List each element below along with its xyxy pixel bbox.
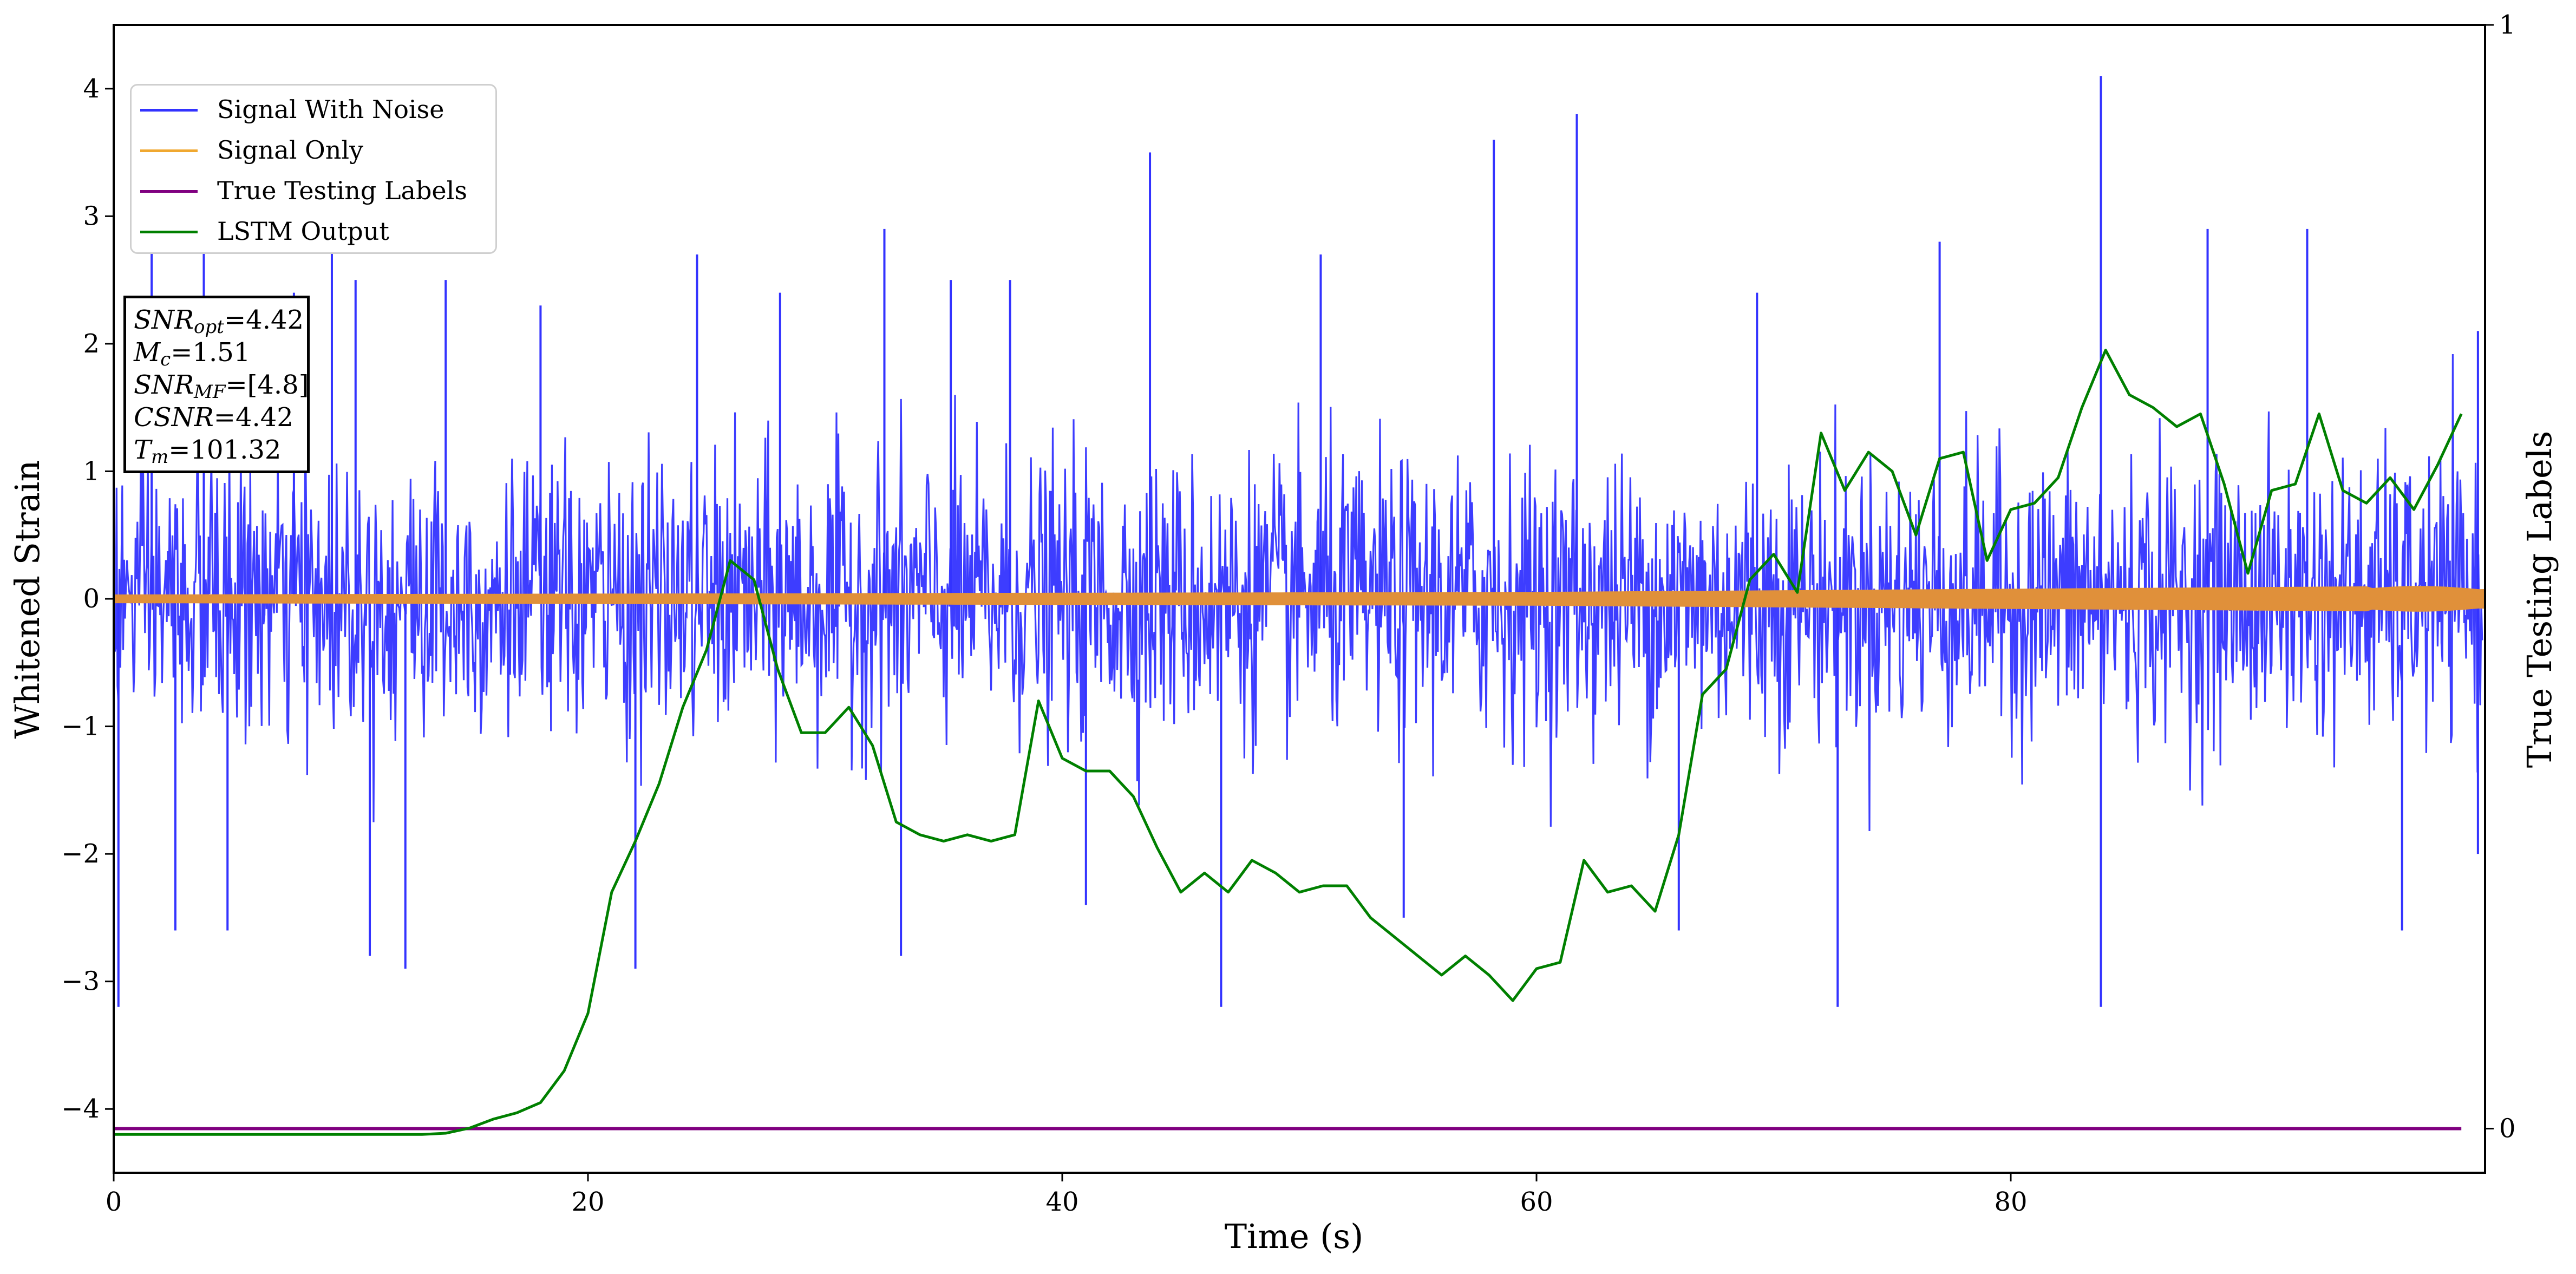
legend-label: Signal Only — [217, 135, 364, 165]
signal-only-series — [114, 586, 2485, 612]
lstm-output-series — [114, 349, 2463, 1136]
y-axis-label: Whitened Strain — [8, 460, 47, 739]
x-axis-ticks: 0 20 40 60 80 — [106, 1173, 2028, 1217]
y2-tick-label: 1 — [2499, 10, 2516, 40]
parameter-annotation-box: SNRopt=4.42 Mc=1.51 SNRMF=[4.8] CSNR=4.42 Tm… — [123, 296, 310, 473]
y-axis-ticks: −4 −3 −2 −1 0 1 2 3 4 — [61, 74, 114, 1124]
legend: Signal With Noise Signal Only True Testing… — [130, 84, 497, 254]
legend-item: LSTM Output — [132, 215, 495, 247]
y-tick-label: −3 — [61, 966, 100, 997]
y-tick-label: 4 — [83, 74, 100, 104]
y-tick-label: −4 — [61, 1094, 100, 1124]
x-tick-label: 80 — [1994, 1187, 2027, 1217]
x-tick-label: 20 — [571, 1187, 604, 1217]
lstm-output-line — [114, 349, 2463, 1136]
x-tick-label: 60 — [1520, 1187, 1553, 1217]
y-tick-label: 1 — [83, 456, 100, 486]
parameter-line: Tm=101.32 — [134, 435, 282, 468]
x-tick-label: 0 — [106, 1187, 122, 1217]
signal-with-noise-line — [114, 354, 2483, 832]
parameter-line: Mc=1.51 — [134, 337, 251, 370]
y-tick-label: 3 — [83, 201, 100, 231]
y2-axis-label: True Testing Labels — [2520, 431, 2559, 768]
y-tick-label: −2 — [61, 839, 100, 869]
legend-item: True Testing Labels — [132, 174, 495, 207]
parameter-line: CSNR=4.42 — [134, 402, 293, 433]
legend-swatch — [140, 149, 198, 152]
y2-axis-ticks: 01 — [2485, 10, 2516, 1144]
parameter-line: SNRopt=4.42 — [134, 305, 304, 338]
legend-item: Signal With Noise — [132, 93, 495, 126]
legend-label: True Testing Labels — [217, 176, 467, 205]
signal-with-noise-series — [114, 76, 2483, 1007]
legend-swatch — [140, 190, 198, 193]
legend-label: Signal With Noise — [217, 95, 444, 124]
y2-tick-label: 0 — [2499, 1113, 2516, 1144]
legend-swatch — [140, 109, 198, 112]
parameter-line: SNRMF=[4.8] — [134, 370, 309, 403]
y-tick-label: 0 — [83, 584, 100, 614]
x-tick-label: 40 — [1045, 1187, 1078, 1217]
x-axis-label: Time (s) — [1225, 1217, 1364, 1256]
y-tick-label: −1 — [61, 711, 100, 742]
legend-label: LSTM Output — [217, 217, 389, 246]
signal-only-band — [114, 586, 2485, 612]
legend-item: Signal Only — [132, 134, 495, 166]
legend-swatch — [140, 231, 198, 233]
y-tick-label: 2 — [83, 329, 100, 359]
